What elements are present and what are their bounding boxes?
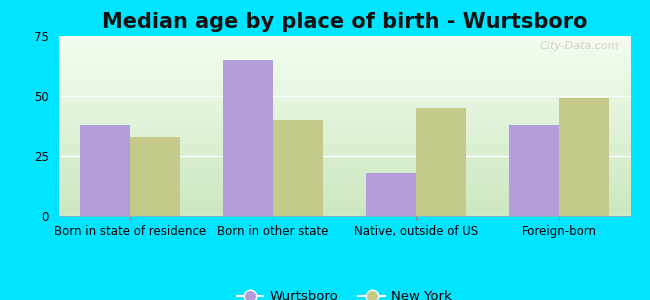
- Bar: [416, 108, 466, 216]
- Bar: [559, 98, 609, 216]
- Legend: Wurtsboro, New York: Wurtsboro, New York: [231, 285, 458, 300]
- Title: Median age by place of birth - Wurtsboro: Median age by place of birth - Wurtsboro: [102, 12, 587, 32]
- Bar: [130, 137, 180, 216]
- Text: City-Data.com: City-Data.com: [540, 41, 619, 51]
- Bar: [80, 125, 130, 216]
- Bar: [366, 173, 416, 216]
- Bar: [273, 120, 323, 216]
- Bar: [223, 60, 273, 216]
- Bar: [509, 125, 559, 216]
